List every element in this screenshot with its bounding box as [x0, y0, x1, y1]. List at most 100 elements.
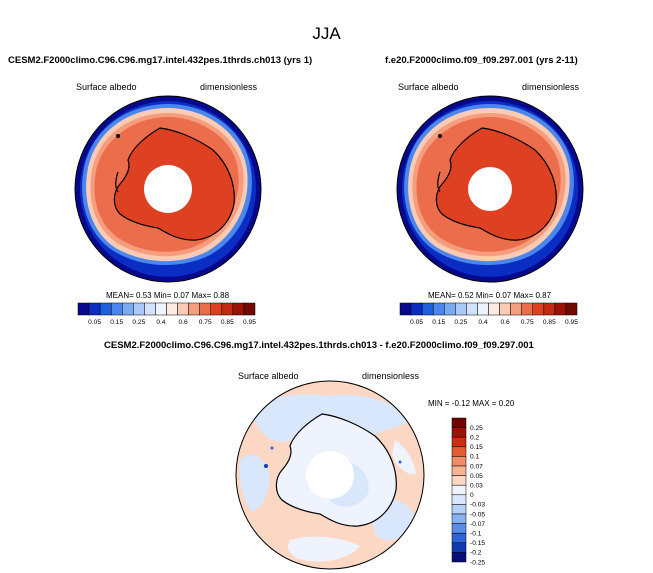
- test-colorbar-tick-label: 0.95: [243, 319, 256, 326]
- difference-colorbar-swatch: [451, 542, 467, 553]
- reference-min-value: 0.07: [495, 291, 512, 300]
- reference-min-label: Min=: [475, 291, 494, 300]
- reference-max-label: Max=: [513, 291, 534, 300]
- reference-colorbar-swatch: [554, 302, 567, 316]
- difference-colorbar-swatch: [451, 465, 467, 476]
- difference-colorbar-swatch: [451, 494, 467, 505]
- reference-colorbar-tick-label: 0.05: [410, 319, 423, 326]
- test-colorbar-swatch: [177, 302, 189, 316]
- reference-colorbar-swatch: [444, 302, 456, 316]
- test-colorbar-swatch: [232, 302, 245, 316]
- difference-map: [235, 380, 425, 570]
- reference-colorbar-swatch: [399, 302, 412, 316]
- difference-stats: MIN = -0.12 MAX = 0.20: [428, 399, 515, 408]
- reference-mean-label: MEAN=: [428, 291, 456, 300]
- difference-polar-hole: [306, 451, 354, 499]
- difference-colorbar-swatch: [451, 523, 467, 534]
- reference-colorbar-swatch: [543, 302, 556, 316]
- test-colorbar-swatch: [77, 302, 90, 316]
- difference-colorbar-swatch: [451, 504, 467, 515]
- difference-colorbar-tick-label: 0.05: [470, 473, 483, 480]
- reference-colorbar-swatch: [410, 302, 423, 316]
- difference-colorbar-swatch: [451, 427, 467, 438]
- difference-colorbar-tick-label: 0: [470, 492, 474, 499]
- test-colorbar: 0.05 0.15 0.25 0.4 0.6 0.75 0.85 0.95: [77, 302, 256, 326]
- difference-colorbar-tick-label: 0.15: [470, 444, 483, 451]
- test-colorbar-swatch: [166, 302, 178, 316]
- test-polar-hole: [144, 165, 192, 213]
- reference-colorbar-tick-label: 0.95: [565, 319, 578, 326]
- test-colorbar-swatch: [188, 302, 200, 316]
- reference-colorbar-swatch: [466, 302, 478, 316]
- test-mean-label: MEAN=: [106, 291, 134, 300]
- difference-colorbar-swatch: [451, 513, 467, 524]
- reference-colorbar: 0.05 0.15 0.25 0.4 0.6 0.75 0.85 0.95: [399, 302, 578, 326]
- difference-colorbar-tick-label: -0.1: [470, 531, 482, 538]
- reference-colorbar-swatch: [499, 302, 511, 316]
- difference-colorbar-tick-label: 0.1: [470, 454, 479, 461]
- test-colorbar-swatch: [221, 302, 234, 316]
- difference-colorbar-swatch: [451, 446, 467, 457]
- difference-colorbar-swatch: [451, 475, 467, 486]
- difference-colorbar-swatch: [451, 456, 467, 467]
- difference-colorbar-tick-label: 0.2: [470, 435, 479, 442]
- test-stats: MEAN= 0.53 Min= 0.07 Max= 0.88: [106, 291, 229, 300]
- reference-colorbar-swatch: [432, 302, 445, 316]
- chart-title: JJA: [312, 24, 341, 43]
- difference-colorbar-tick-label: 0.07: [470, 463, 483, 470]
- difference-colorbar-tick-label: -0.15: [470, 540, 485, 547]
- difference-colorbar-tick-label: -0.25: [470, 559, 485, 566]
- reference-colorbar-swatch: [565, 302, 578, 316]
- test-colorbar-tick-label: 0.05: [88, 319, 101, 326]
- test-min-value: 0.07: [173, 291, 190, 300]
- difference-colorbar-tick-label: -0.2: [470, 550, 482, 557]
- test-albedo-map: [74, 95, 262, 283]
- reference-stats: MEAN= 0.52 Min= 0.07 Max= 0.87: [428, 291, 551, 300]
- reference-variable-label: Surface albedo: [398, 82, 459, 92]
- reference-colorbar-swatch: [421, 302, 434, 316]
- test-max-value: 0.88: [213, 291, 230, 300]
- reference-units-label: dimensionless: [522, 82, 580, 92]
- reference-colorbar-swatch: [521, 302, 533, 316]
- difference-colorbar: 0.25 0.2 0.15 0.1 0.07 0.05 0.03 0 -0.03 -0.05 -0.…: [451, 417, 485, 566]
- difference-colorbar-tick-label: -0.03: [470, 502, 485, 509]
- test-units-label: dimensionless: [200, 82, 258, 92]
- difference-colorbar-swatch: [451, 552, 467, 563]
- difference-colorbar-tick-label: 0.03: [470, 483, 483, 490]
- test-colorbar-swatch: [99, 302, 112, 316]
- reference-colorbar-tick-label: 0.4: [478, 319, 487, 326]
- difference-colorbar-swatch: [451, 532, 467, 544]
- test-colorbar-swatch: [210, 302, 223, 316]
- difference-variable-label: Surface albedo: [238, 371, 299, 381]
- test-colorbar-tick-label: 0.15: [110, 319, 123, 326]
- reference-case-title: f.e20.F2000climo.f09_f09.297.001 (yrs 2-…: [385, 55, 578, 66]
- reference-colorbar-swatch: [510, 302, 522, 316]
- reference-albedo-map: [396, 95, 584, 283]
- reference-colorbar-tick-label: 0.6: [501, 319, 510, 326]
- reference-colorbar-tick-label: 0.25: [454, 319, 467, 326]
- test-colorbar-swatch: [243, 302, 256, 316]
- difference-units-label: dimensionless: [362, 371, 420, 381]
- reference-polar-hole: [468, 167, 512, 211]
- reference-colorbar-swatch: [532, 302, 545, 316]
- difference-colorbar-tick-label: 0.25: [470, 425, 483, 432]
- reference-colorbar-swatch: [455, 302, 467, 316]
- test-colorbar-swatch: [155, 302, 167, 316]
- test-colorbar-tick-label: 0.25: [132, 319, 145, 326]
- test-max-label: Max=: [191, 291, 212, 300]
- reference-colorbar-swatch: [488, 302, 500, 316]
- test-colorbar-swatch: [122, 302, 134, 316]
- difference-case-title: CESM2.F2000climo.C96.C96.mg17.intel.432p…: [104, 340, 534, 351]
- test-colorbar-swatch: [110, 302, 123, 316]
- test-colorbar-swatch: [199, 302, 211, 316]
- test-colorbar-tick-label: 0.6: [179, 319, 188, 326]
- test-variable-label: Surface albedo: [76, 82, 137, 92]
- test-mean-value: 0.53: [136, 291, 152, 300]
- test-colorbar-swatch: [88, 302, 101, 316]
- difference-colorbar-swatch: [451, 417, 467, 428]
- test-colorbar-tick-label: 0.85: [221, 319, 234, 326]
- difference-colorbar-swatch: [451, 436, 467, 448]
- difference-colorbar-swatch: [451, 484, 467, 496]
- test-colorbar-tick-label: 0.4: [156, 319, 165, 326]
